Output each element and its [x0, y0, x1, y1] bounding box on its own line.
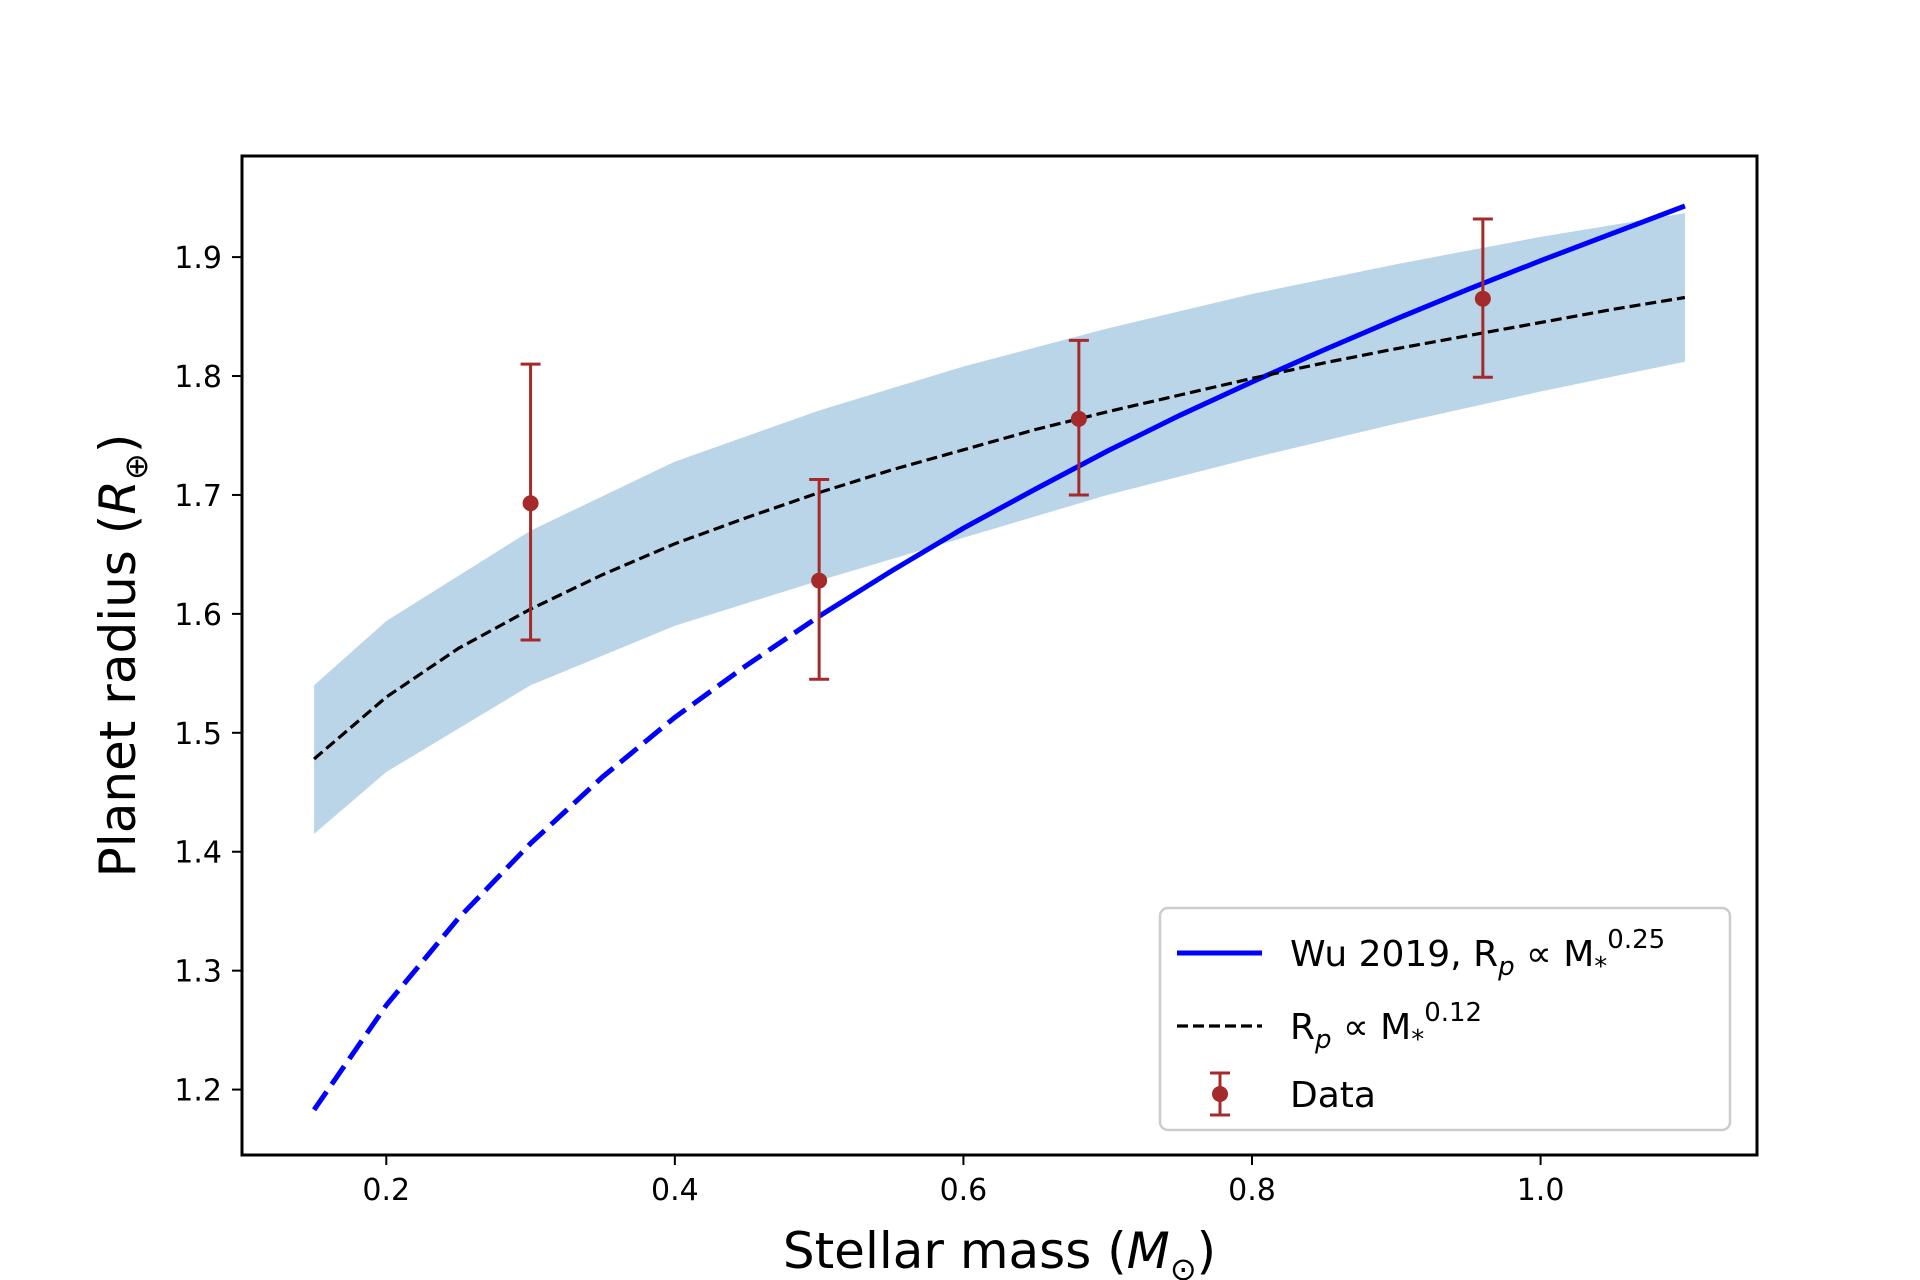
wu2019-curve-solid: [817, 203, 1686, 619]
powerlaw-fit-curve: [313, 295, 1686, 761]
data-marker: [1070, 410, 1087, 427]
y-tick-label: 1.7: [174, 479, 222, 514]
x-tick-label: 0.8: [1228, 1173, 1276, 1208]
data-point: [1472, 217, 1493, 379]
legend-box: [1158, 906, 1732, 1132]
axes: 0.2 0.4 0.6 0.8 1.0 1.2 1.3 1.4 1.5 1.6 1.7 1.8 1.9 S…: [89, 154, 1759, 1280]
data-marker: [811, 572, 828, 589]
data-marker: [522, 495, 539, 512]
plot-frame: [240, 154, 1759, 1157]
wu2019-curve-dashed: [312, 614, 821, 1112]
y-tick-label: 1.4: [174, 836, 222, 871]
x-tick-label: 0.4: [651, 1173, 699, 1208]
data-point: [809, 477, 830, 681]
x-tick-label: 0.6: [940, 1173, 988, 1208]
y-tick-label: 1.8: [174, 360, 222, 395]
y-tick-label: 1.3: [174, 955, 222, 990]
plot-area: [312, 203, 1686, 1112]
x-tick-label: 0.2: [362, 1173, 410, 1208]
data-point: [1068, 338, 1089, 497]
y-tick-label: 1.6: [174, 598, 222, 633]
y-axis-title: Planet radius (R⊕): [89, 434, 155, 878]
uncertainty-band: [314, 213, 1685, 834]
data-marker: [1474, 290, 1491, 307]
y-tick-label: 1.2: [174, 1074, 222, 1109]
x-axis-title: Stellar mass (M⊙): [783, 1222, 1216, 1280]
y-tick-label: 1.9: [174, 241, 222, 276]
y-tick-label: 1.5: [174, 717, 222, 752]
data-point: [520, 362, 541, 642]
legend-swatch-marker: [1212, 1086, 1228, 1102]
x-tick-label: 1.0: [1517, 1173, 1565, 1208]
legend-label-data: Data: [1290, 1075, 1376, 1116]
